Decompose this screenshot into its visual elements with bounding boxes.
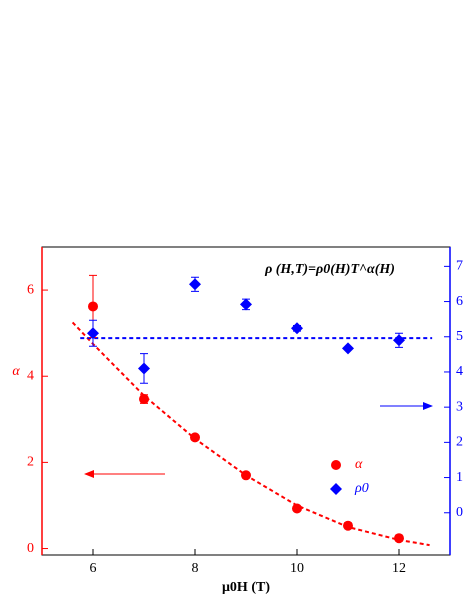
- point: [189, 278, 201, 291]
- annotation: ρ (H,T)=ρ0(H)T^α(H): [264, 262, 395, 277]
- plot-frame: [41, 246, 451, 556]
- y2-tick-label: 0: [456, 505, 463, 520]
- y2-tick-label: 3: [456, 399, 463, 414]
- point: [240, 298, 252, 311]
- point: [342, 342, 354, 355]
- y2-tick-label: 1: [456, 470, 463, 485]
- y-tick-label: 0: [27, 541, 34, 556]
- y-tick-label: 4: [27, 368, 34, 383]
- y-tick-label: 2: [27, 455, 34, 470]
- legend-marker: [330, 483, 342, 495]
- y2-tick-label: 4: [456, 364, 463, 379]
- point: [292, 503, 302, 514]
- point: [138, 362, 150, 375]
- x-tick-label: 6: [90, 561, 97, 576]
- point: [139, 394, 149, 405]
- point: [87, 327, 99, 340]
- point: [291, 322, 303, 335]
- x-tick-label: 10: [290, 561, 304, 576]
- y2-tick-label: 5: [456, 329, 463, 344]
- point: [88, 301, 98, 312]
- y2-tick-label: 7: [456, 259, 463, 274]
- point: [190, 432, 200, 443]
- fit-line: [71, 321, 430, 547]
- y2-tick-label: 2: [456, 435, 463, 450]
- y2-tick-label: 6: [456, 294, 463, 309]
- point: [343, 520, 353, 531]
- point: [241, 470, 251, 481]
- legend-marker: [331, 460, 341, 470]
- legend-label: ρ0: [354, 481, 369, 496]
- legend-label: α: [355, 457, 363, 472]
- x-tick-label: 8: [192, 561, 199, 576]
- y-tick-label: 6: [27, 282, 34, 297]
- point: [394, 533, 404, 544]
- x-tick-label: 12: [392, 561, 406, 576]
- y-axis-label: α: [12, 364, 20, 379]
- point: [393, 334, 405, 347]
- x-axis-label: μ0H (T): [222, 580, 270, 595]
